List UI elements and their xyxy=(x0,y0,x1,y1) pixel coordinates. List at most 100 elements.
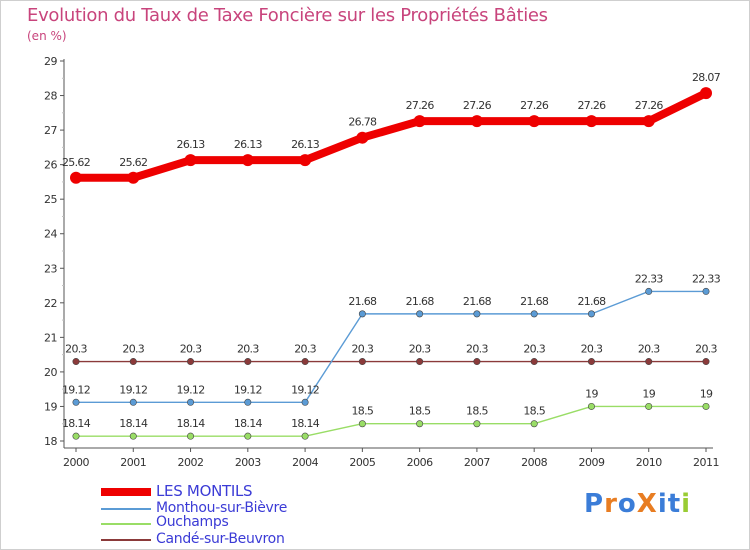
data-point xyxy=(356,131,369,144)
y-tick-label: 22 xyxy=(44,297,57,310)
series-line xyxy=(76,89,708,182)
data-label: 18.14 xyxy=(291,417,320,430)
chart-title: Evolution du Taux de Taxe Foncière sur l… xyxy=(27,5,548,26)
data-label: 27.26 xyxy=(577,99,606,112)
data-point xyxy=(72,358,80,366)
data-point xyxy=(301,358,309,366)
y-tick-label: 27 xyxy=(44,124,57,137)
y-tick-label: 18 xyxy=(44,435,57,448)
x-tick-label: 2007 xyxy=(464,456,490,469)
data-point xyxy=(645,402,653,410)
data-label: 18.5 xyxy=(409,405,431,418)
data-label: 21.68 xyxy=(577,295,606,308)
data-labels: 20.3 20.3 20.3 20.3 20.3 20.3 20.3 20.3 20.3 20.3… xyxy=(62,71,721,430)
data-point xyxy=(244,432,252,440)
x-tick-label: 2003 xyxy=(235,456,261,469)
data-label: 18.14 xyxy=(62,417,91,430)
data-point xyxy=(244,398,252,406)
data-label: 18.5 xyxy=(466,405,488,418)
chart-subtitle: (en %) xyxy=(27,29,67,43)
data-label: 27.26 xyxy=(635,99,664,112)
data-point xyxy=(587,402,595,410)
data-label: 20.3 xyxy=(695,343,717,356)
x-tick-label: 2002 xyxy=(178,456,204,469)
data-point xyxy=(129,432,137,440)
data-point xyxy=(473,310,481,318)
data-point xyxy=(416,420,424,428)
data-label: 18.5 xyxy=(523,405,545,418)
data-label: 26.78 xyxy=(348,116,377,129)
data-point xyxy=(127,171,140,184)
data-label: 27.26 xyxy=(463,99,492,112)
x-tick-label: 2006 xyxy=(407,456,433,469)
data-label: 26.13 xyxy=(177,138,206,151)
x-tick-labels: 2000 2001 2002 2003 2004 2005 2006 2007 2008 2009… xyxy=(63,456,720,469)
data-label: 19.12 xyxy=(291,383,319,396)
y-tick-label: 29 xyxy=(44,55,57,68)
y-tick-label: 28 xyxy=(44,90,57,103)
x-tick-label: 2004 xyxy=(292,456,318,469)
data-point xyxy=(416,358,424,366)
data-label: 19 xyxy=(642,387,655,400)
legend-label-monthou-sur-bievre: Monthou-sur-Bièvre xyxy=(156,500,288,516)
data-point xyxy=(301,432,309,440)
y-tick-label: 23 xyxy=(44,262,57,275)
proxiti-logo: ProXiti xyxy=(584,489,691,519)
data-point xyxy=(530,310,538,318)
data-point xyxy=(700,87,712,100)
x-tick-label: 2008 xyxy=(521,456,547,469)
data-label: 21.68 xyxy=(406,295,435,308)
data-point xyxy=(702,287,710,295)
data-label: 20.3 xyxy=(523,343,545,356)
data-point xyxy=(129,398,137,406)
data-point xyxy=(473,420,481,428)
data-point xyxy=(642,115,655,128)
x-tick-label: 2010 xyxy=(636,456,662,469)
data-label: 27.26 xyxy=(520,99,549,112)
x-tick-label: 2000 xyxy=(63,456,89,469)
data-point xyxy=(301,398,309,406)
data-point xyxy=(587,358,595,366)
data-label: 20.3 xyxy=(409,343,431,356)
data-point xyxy=(241,154,254,167)
data-label: 19.12 xyxy=(62,383,90,396)
y-tick-label: 24 xyxy=(44,228,57,241)
y-tick-label: 19 xyxy=(44,400,57,413)
data-point xyxy=(358,420,366,428)
data-label: 25.62 xyxy=(62,156,90,169)
data-point xyxy=(187,358,195,366)
data-label: 22.33 xyxy=(692,272,721,285)
data-label: 19.12 xyxy=(119,383,147,396)
y-tick-label: 26 xyxy=(44,159,57,172)
data-point xyxy=(645,358,653,366)
series-points xyxy=(70,87,712,440)
data-label: 20.3 xyxy=(294,343,316,356)
data-label: 19 xyxy=(585,387,598,400)
data-label: 20.3 xyxy=(581,343,603,356)
data-label: 27.26 xyxy=(406,99,435,112)
data-label: 26.13 xyxy=(234,138,263,151)
x-tick-label: 2005 xyxy=(349,456,375,469)
logo-letter: r xyxy=(604,489,618,519)
data-label: 18.14 xyxy=(119,417,148,430)
data-point xyxy=(702,402,710,410)
x-tick-label: 2001 xyxy=(120,456,146,469)
data-label: 19.12 xyxy=(234,383,262,396)
data-point xyxy=(530,358,538,366)
data-point xyxy=(72,432,80,440)
legend-swatches xyxy=(101,488,151,541)
data-point xyxy=(416,310,424,318)
y-tick-label: 21 xyxy=(44,331,57,344)
logo-letter: i xyxy=(681,489,692,519)
data-point xyxy=(184,154,197,167)
y-tick-labels: 18 19 20 21 22 23 24 25 26 27 28 29 xyxy=(44,55,58,448)
data-point xyxy=(187,432,195,440)
data-label: 20.3 xyxy=(237,343,259,356)
data-label: 20.3 xyxy=(122,343,144,356)
data-label: 25.62 xyxy=(119,156,147,169)
x-tick-label: 2009 xyxy=(578,456,604,469)
data-label: 21.68 xyxy=(520,295,549,308)
data-point xyxy=(587,310,595,318)
data-label: 18.14 xyxy=(177,417,206,430)
